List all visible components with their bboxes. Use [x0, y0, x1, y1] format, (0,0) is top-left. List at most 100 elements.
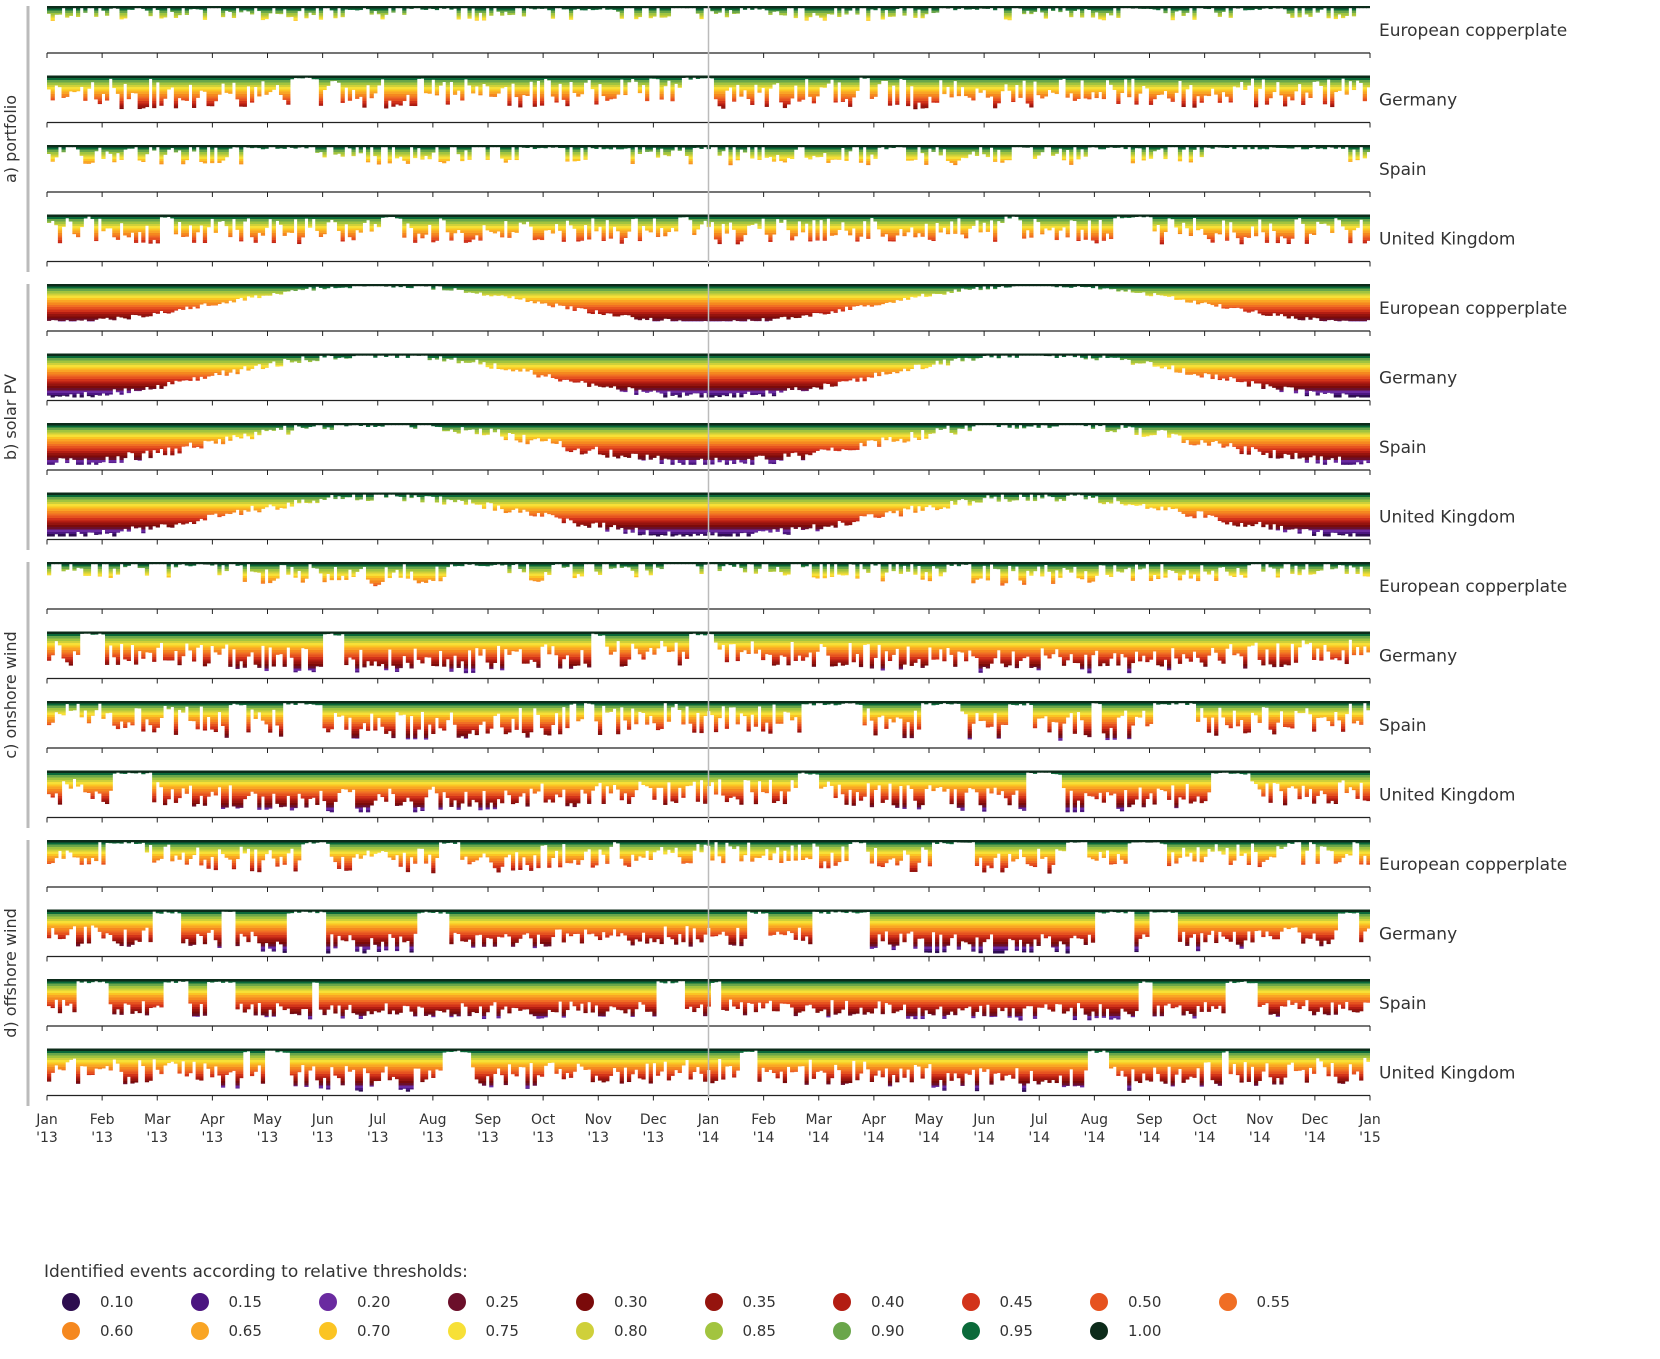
legend-swatch: [319, 1293, 337, 1311]
x-tick-month: Aug: [1081, 1112, 1108, 1128]
x-tick-month: May: [253, 1112, 282, 1128]
legend-label: 0.90: [871, 1322, 905, 1340]
x-tick-month: Jan: [697, 1112, 720, 1128]
row-spain: Spain: [46, 145, 1427, 197]
legend-item: 0.50: [1090, 1292, 1219, 1312]
region-label: European copperplate: [1379, 855, 1567, 875]
legend-swatch: [62, 1293, 80, 1311]
row-spain: Spain: [46, 423, 1427, 475]
x-tick-year: '13: [422, 1130, 444, 1146]
x-tick-year: '15: [1359, 1130, 1381, 1146]
legend-label: 0.75: [485, 1322, 519, 1340]
panel-offshore-wind: d) offshore wind European copperplate Germ…: [1, 840, 1567, 1106]
region-label: United Kingdom: [1379, 230, 1515, 250]
legend-label: 0.60: [100, 1322, 134, 1340]
legend-label: 0.30: [614, 1293, 648, 1311]
legend-grid: 0.10 0.15 0.20 0.25 0.30 0.35 0.40 0.45 0.50 0.55…: [62, 1292, 1604, 1341]
x-tick-month: Dec: [640, 1112, 667, 1128]
legend-item: 0.95: [961, 1321, 1091, 1341]
row-european-copperplate: European copperplate: [46, 840, 1567, 892]
legend-label: 0.95: [999, 1322, 1033, 1340]
x-tick-month: Sep: [1136, 1112, 1163, 1128]
legend-item: 0.45: [961, 1292, 1091, 1312]
legend-label: 0.50: [1128, 1293, 1162, 1311]
x-tick-year: '14: [808, 1130, 830, 1146]
x-tick-month: Aug: [419, 1112, 446, 1128]
x-tick-month: Apr: [862, 1112, 886, 1128]
x-tick-month: Oct: [1193, 1112, 1218, 1128]
legend-swatch: [576, 1322, 594, 1340]
legend-item: 0.70: [319, 1321, 448, 1341]
region-label: United Kingdom: [1379, 786, 1515, 806]
legend-label: 0.35: [742, 1293, 776, 1311]
x-tick-year: '14: [863, 1130, 885, 1146]
x-tick-year: '14: [973, 1130, 995, 1146]
legend-label: 0.20: [357, 1293, 391, 1311]
x-tick-month: Jan: [1358, 1112, 1381, 1128]
panel-portfolio: a) portfolio European copperplate Germany S…: [1, 6, 1567, 272]
x-tick-year: '13: [587, 1130, 609, 1146]
legend-swatch: [319, 1322, 337, 1340]
x-tick-year: '14: [753, 1130, 775, 1146]
x-tick-year: '14: [1139, 1130, 1161, 1146]
row-spain: Spain: [46, 701, 1427, 753]
legend-label: 0.40: [871, 1293, 905, 1311]
x-tick-year: '14: [698, 1130, 720, 1146]
row-germany: Germany: [46, 631, 1457, 684]
panel-solar-PV: b) solar PV European copperplate Germany Sp…: [1, 284, 1567, 550]
legend-item: 0.90: [833, 1321, 962, 1341]
legend-item: 0.15: [190, 1292, 320, 1312]
legend-item: 1.00: [1090, 1321, 1219, 1341]
legend-swatch: [1218, 1293, 1237, 1311]
region-label: Spain: [1379, 716, 1427, 736]
panel-label: d) offshore wind: [1, 908, 20, 1038]
legend-item: 0.35: [704, 1292, 834, 1312]
x-tick-year: '14: [1084, 1130, 1106, 1146]
x-tick-year: '14: [918, 1130, 940, 1146]
legend-label: 0.55: [1256, 1293, 1290, 1311]
panel-onshore-wind: c) onshore wind European copperplate Germa…: [1, 562, 1567, 828]
legend-item: 0.65: [190, 1321, 320, 1341]
x-tick-year: '13: [91, 1130, 113, 1146]
legend-swatch: [961, 1322, 980, 1340]
legend-label: 0.70: [357, 1322, 391, 1340]
region-label: Spain: [1379, 994, 1427, 1014]
legend-item: 0.30: [576, 1292, 705, 1312]
panel-label: a) portfolio: [1, 95, 20, 183]
region-label: United Kingdom: [1379, 1064, 1515, 1084]
row-european-copperplate: European copperplate: [46, 284, 1567, 336]
legend-item: 0.60: [62, 1321, 191, 1341]
legend-label: 0.45: [999, 1293, 1033, 1311]
x-tick-year: '14: [1028, 1130, 1050, 1146]
legend-swatch: [62, 1322, 80, 1340]
legend-label: 0.85: [742, 1322, 776, 1340]
legend-swatch: [447, 1293, 466, 1311]
region-label: Germany: [1379, 369, 1457, 389]
legend-label: 1.00: [1128, 1322, 1162, 1340]
x-tick-month: Mar: [806, 1112, 833, 1128]
row-united-kingdom: United Kingdom: [46, 1048, 1515, 1101]
legend-swatch: [833, 1322, 851, 1340]
legend-label: 0.25: [485, 1293, 519, 1311]
legend-item: 0.20: [319, 1292, 448, 1312]
legend-swatch: [704, 1322, 723, 1340]
x-tick-month: Jan: [35, 1112, 58, 1128]
legend-label: 0.10: [100, 1293, 134, 1311]
x-tick-year: '13: [146, 1130, 168, 1146]
panel-label: b) solar PV: [1, 374, 20, 460]
legend-swatch: [833, 1293, 851, 1311]
x-tick-month: Jul: [368, 1112, 386, 1128]
x-tick-year: '13: [36, 1130, 58, 1146]
x-tick-month: May: [915, 1112, 944, 1128]
x-tick-month: Sep: [475, 1112, 502, 1128]
row-germany: Germany: [46, 909, 1457, 962]
x-tick-month: Jun: [311, 1112, 334, 1128]
legend-swatch: [1090, 1293, 1108, 1311]
x-tick-month: Apr: [200, 1112, 224, 1128]
region-label: United Kingdom: [1379, 508, 1515, 528]
row-germany: Germany: [46, 353, 1457, 406]
x-tick-month: Dec: [1301, 1112, 1328, 1128]
row-european-copperplate: European copperplate: [46, 6, 1567, 58]
legend-item: 0.75: [447, 1321, 577, 1341]
x-tick-month: Nov: [585, 1112, 612, 1128]
